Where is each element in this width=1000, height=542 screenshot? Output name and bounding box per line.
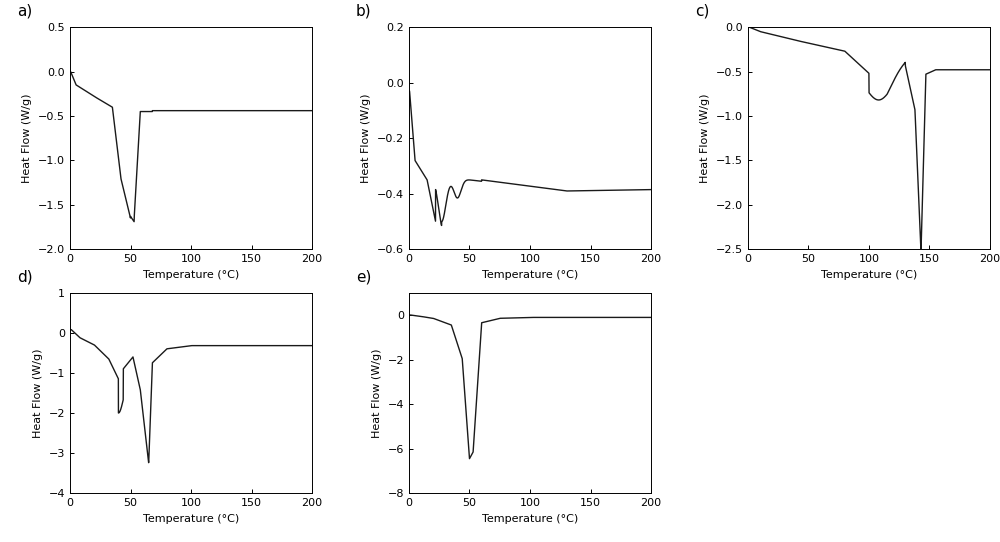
X-axis label: Temperature (°C): Temperature (°C) [143,514,239,524]
Y-axis label: Heat Flow (W/g): Heat Flow (W/g) [372,348,382,438]
X-axis label: Temperature (°C): Temperature (°C) [482,514,578,524]
X-axis label: Temperature (°C): Temperature (°C) [482,270,578,280]
Text: a): a) [17,3,32,18]
X-axis label: Temperature (°C): Temperature (°C) [143,270,239,280]
Text: b): b) [356,3,371,18]
Y-axis label: Heat Flow (W/g): Heat Flow (W/g) [22,93,32,183]
Text: d): d) [17,270,32,285]
Y-axis label: Heat Flow (W/g): Heat Flow (W/g) [700,93,710,183]
Text: c): c) [695,3,709,18]
X-axis label: Temperature (°C): Temperature (°C) [821,270,917,280]
Y-axis label: Heat Flow (W/g): Heat Flow (W/g) [361,93,371,183]
Text: e): e) [356,270,371,285]
Y-axis label: Heat Flow (W/g): Heat Flow (W/g) [33,348,43,438]
